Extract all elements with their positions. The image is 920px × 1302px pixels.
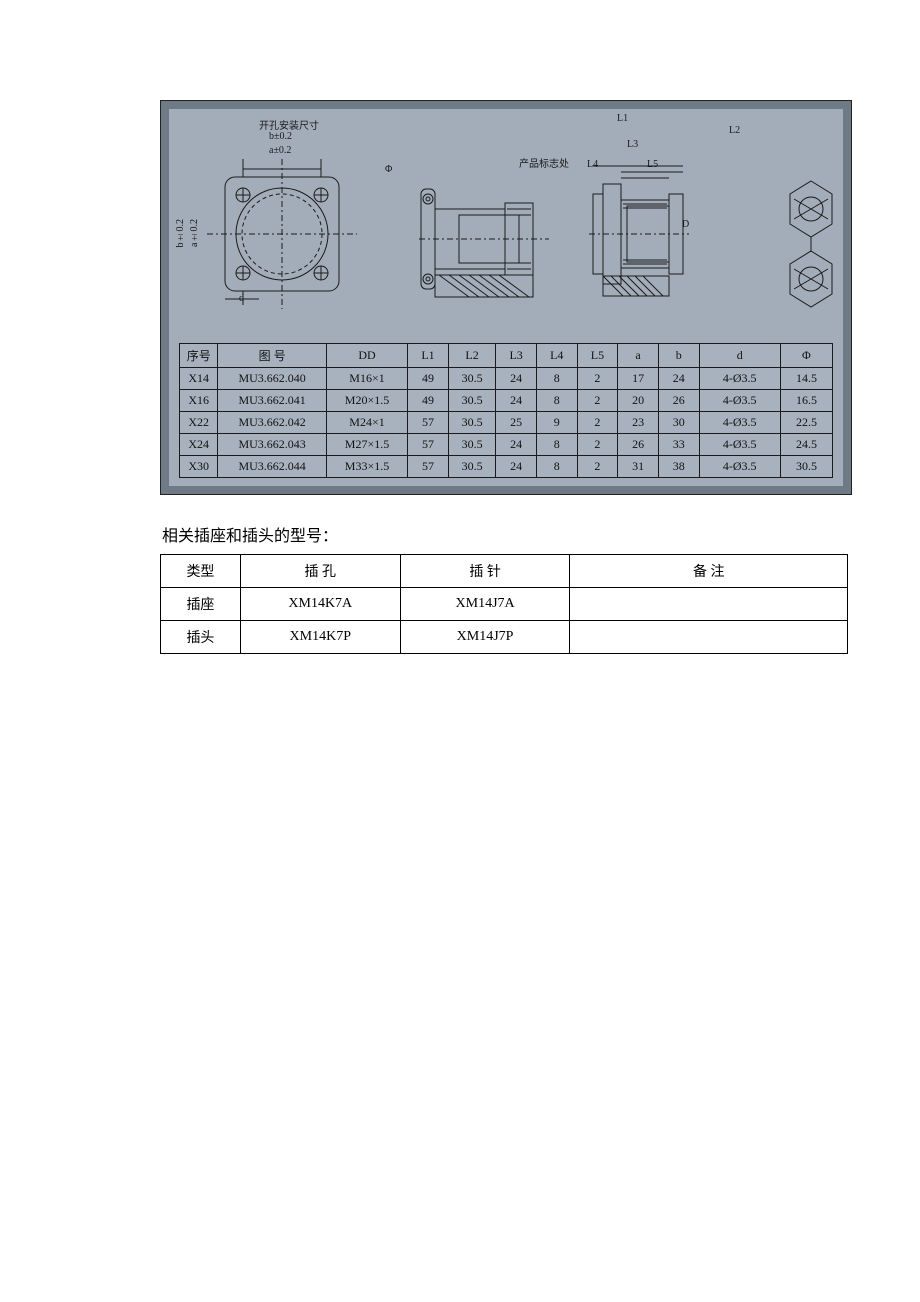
drawing-section-middle bbox=[419, 179, 589, 299]
spec-row: X16MU3.662.041M20×1.54930.5248220264-Ø3.… bbox=[180, 390, 833, 412]
model-col-0: 类型 bbox=[161, 555, 241, 588]
model-row: 插座XM14K7AXM14J7A bbox=[161, 588, 848, 621]
label-L2: L2 bbox=[729, 125, 740, 136]
spec-table-wrap: 序号图 号DDL1L2L3L4L5abdΦX14MU3.662.040M16×1… bbox=[179, 343, 833, 478]
label-L3: L3 bbox=[627, 139, 638, 150]
drawing-hex-nut bbox=[784, 179, 839, 309]
model-col-3: 备 注 bbox=[570, 555, 848, 588]
spec-col-8: a bbox=[618, 344, 659, 368]
spec-col-6: L4 bbox=[536, 344, 577, 368]
spec-row: X14MU3.662.040M16×14930.5248217244-Ø3.51… bbox=[180, 368, 833, 390]
spec-col-9: b bbox=[658, 344, 699, 368]
drawing-background: 开孔安装尺寸 b±0.2 a±0.2 b±0.2 a±0.2 Φ d 产品标志处… bbox=[169, 109, 843, 486]
spec-col-7: L5 bbox=[577, 344, 618, 368]
spec-col-0: 序号 bbox=[180, 344, 218, 368]
label-L1: L1 bbox=[617, 113, 628, 124]
model-table: 类型插 孔插 针备 注插座XM14K7AXM14J7A插头XM14K7PXM14… bbox=[160, 554, 848, 654]
label-a-tol-left: a±0.2 bbox=[189, 219, 200, 247]
spec-col-1: 图 号 bbox=[218, 344, 326, 368]
caption-text: 相关插座和插头的型号： bbox=[162, 522, 760, 546]
spec-row: X30MU3.662.044M33×1.55730.5248231384-Ø3.… bbox=[180, 456, 833, 478]
label-mount-title: 开孔安装尺寸 bbox=[259, 117, 319, 132]
label-b-tol: b±0.2 bbox=[269, 131, 292, 142]
spec-col-5: L3 bbox=[496, 344, 537, 368]
label-b-tol-left: b±0.2 bbox=[175, 219, 186, 248]
spec-col-4: L2 bbox=[448, 344, 495, 368]
spec-col-10: d bbox=[699, 344, 780, 368]
spec-row: X22MU3.662.042M24×15730.5259223304-Ø3.52… bbox=[180, 412, 833, 434]
model-col-1: 插 孔 bbox=[240, 555, 400, 588]
label-a-tol: a±0.2 bbox=[269, 145, 291, 156]
model-row: 插头XM14K7PXM14J7P bbox=[161, 621, 848, 654]
drawing-connector-right bbox=[589, 164, 749, 304]
model-col-2: 插 针 bbox=[400, 555, 570, 588]
spec-col-11: Φ bbox=[780, 344, 832, 368]
label-product-mark: 产品标志处 bbox=[519, 155, 569, 170]
spec-row: X24MU3.662.043M27×1.55730.5248226334-Ø3.… bbox=[180, 434, 833, 456]
spec-col-3: L1 bbox=[408, 344, 449, 368]
spec-col-2: DD bbox=[326, 344, 407, 368]
spec-table: 序号图 号DDL1L2L3L4L5abdΦX14MU3.662.040M16×1… bbox=[179, 343, 833, 478]
drawing-flange-front bbox=[207, 159, 387, 309]
technical-drawing-figure: 开孔安装尺寸 b±0.2 a±0.2 b±0.2 a±0.2 Φ d 产品标志处… bbox=[160, 100, 852, 495]
